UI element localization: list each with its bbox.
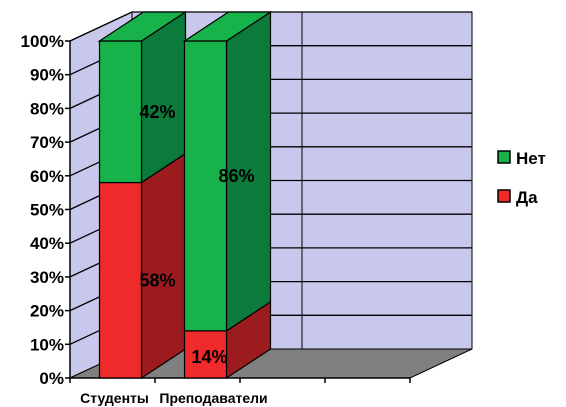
bar-side-net-0 bbox=[140, 10, 187, 184]
legend-label-da: Да bbox=[516, 188, 538, 207]
y-tick-label: 10% bbox=[30, 335, 64, 354]
legend-swatch-net bbox=[497, 150, 511, 164]
gridline bbox=[69, 11, 472, 42]
bar-net-0 bbox=[98, 40, 143, 184]
y-tick-label: 90% bbox=[30, 66, 64, 85]
legend-box bbox=[485, 134, 563, 220]
y-tick-label: 80% bbox=[30, 99, 64, 118]
data-label-da-1: 14% bbox=[191, 347, 227, 367]
data-label-da-0: 58% bbox=[139, 270, 175, 290]
y-tick-label: 100% bbox=[21, 32, 64, 51]
bar-side-da-0 bbox=[140, 152, 187, 380]
bar-top-0 bbox=[97, 11, 188, 42]
bar-net-1 bbox=[183, 40, 228, 332]
y-tick-label: 60% bbox=[30, 167, 64, 186]
y-tick-label: 30% bbox=[30, 268, 64, 287]
y-tick-label: 0% bbox=[39, 369, 64, 388]
legend-label-net: Нет bbox=[516, 149, 546, 168]
bar-da-0 bbox=[98, 181, 143, 379]
y-tick-label: 70% bbox=[30, 133, 64, 152]
bar-top-1 bbox=[182, 11, 273, 42]
labels: 0% 10% 20% 30% 40% 50% 60% 70% 80% 90% 100% 58% 42% С… bbox=[21, 32, 268, 406]
y-tick-label: 20% bbox=[30, 302, 64, 321]
data-label-net-1: 86% bbox=[218, 166, 254, 186]
legend-swatch-da bbox=[497, 189, 511, 203]
category-label-1: Преподаватели bbox=[159, 390, 267, 406]
y-tick-label: 40% bbox=[30, 234, 64, 253]
y-tick-label: 50% bbox=[30, 201, 64, 220]
data-label-net-0: 42% bbox=[139, 102, 175, 122]
legend: Нет Да bbox=[485, 134, 563, 220]
category-label-0: Студенты bbox=[80, 390, 149, 406]
bars bbox=[97, 10, 273, 380]
